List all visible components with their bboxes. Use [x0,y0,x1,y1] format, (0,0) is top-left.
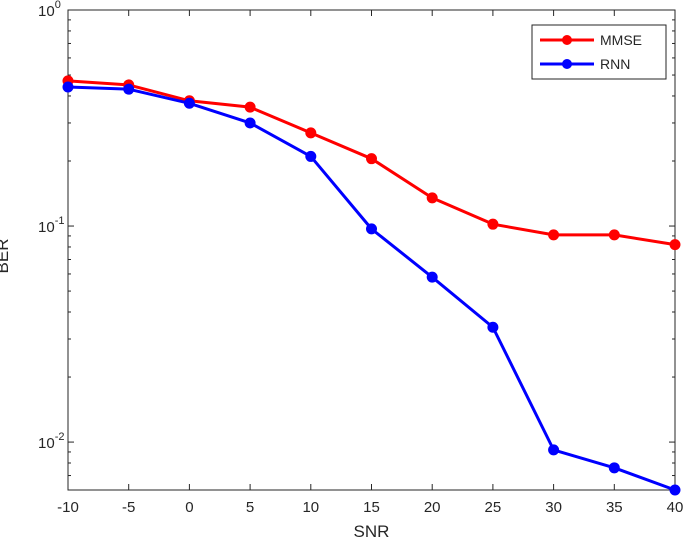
data-point-mmse [669,239,681,251]
legend: MMSE RNN [531,24,667,80]
data-point-rnn [669,484,681,496]
y-tick-label: 100 [38,0,61,20]
y-tick-label: 10-2 [38,431,64,452]
plot-frame [67,9,676,491]
legend-label: MMSE [600,32,642,48]
x-tick-label: 20 [424,499,441,516]
data-point-rnn [305,150,317,162]
x-tick-label: 30 [545,499,562,516]
data-point-rnn [608,462,620,474]
plot-area [67,9,676,491]
data-point-rnn [426,271,438,283]
data-point-rnn [244,117,256,129]
y-axis-label: BER [0,239,12,274]
x-tick-label: 25 [485,499,502,516]
data-point-mmse [608,229,620,241]
data-point-rnn [62,81,74,93]
x-tick-label: -10 [57,499,79,516]
data-point-mmse [548,229,560,241]
data-point-rnn [366,223,377,235]
legend-box [531,24,667,80]
series-layer [62,75,681,496]
data-point-rnn [123,83,135,95]
legend-marker-rnn [562,59,572,69]
data-point-rnn [183,97,195,109]
x-tick-label: 5 [246,499,254,516]
x-axis-label: SNR [354,522,390,541]
x-tick-label: 10 [302,499,319,516]
x-axis-ticks: -10 -5 0 5 10 15 20 25 30 35 40 [57,10,683,516]
data-point-mmse [305,127,317,139]
legend-label: RNN [600,56,630,72]
data-point-mmse [244,101,256,113]
data-point-rnn [487,321,499,333]
data-point-mmse [426,192,438,204]
x-tick-label: 40 [667,499,684,516]
x-tick-label: -5 [122,499,135,516]
x-tick-label: 35 [606,499,623,516]
x-tick-label: 15 [363,499,380,516]
legend-marker-mmse [562,35,572,45]
y-tick-label: 10-1 [38,215,64,236]
x-tick-label: 0 [185,499,193,516]
y-axis-ticks: 100 10-1 10-2 [38,0,675,491]
data-point-mmse [487,218,499,230]
data-point-mmse [366,153,377,165]
data-point-rnn [548,444,560,456]
